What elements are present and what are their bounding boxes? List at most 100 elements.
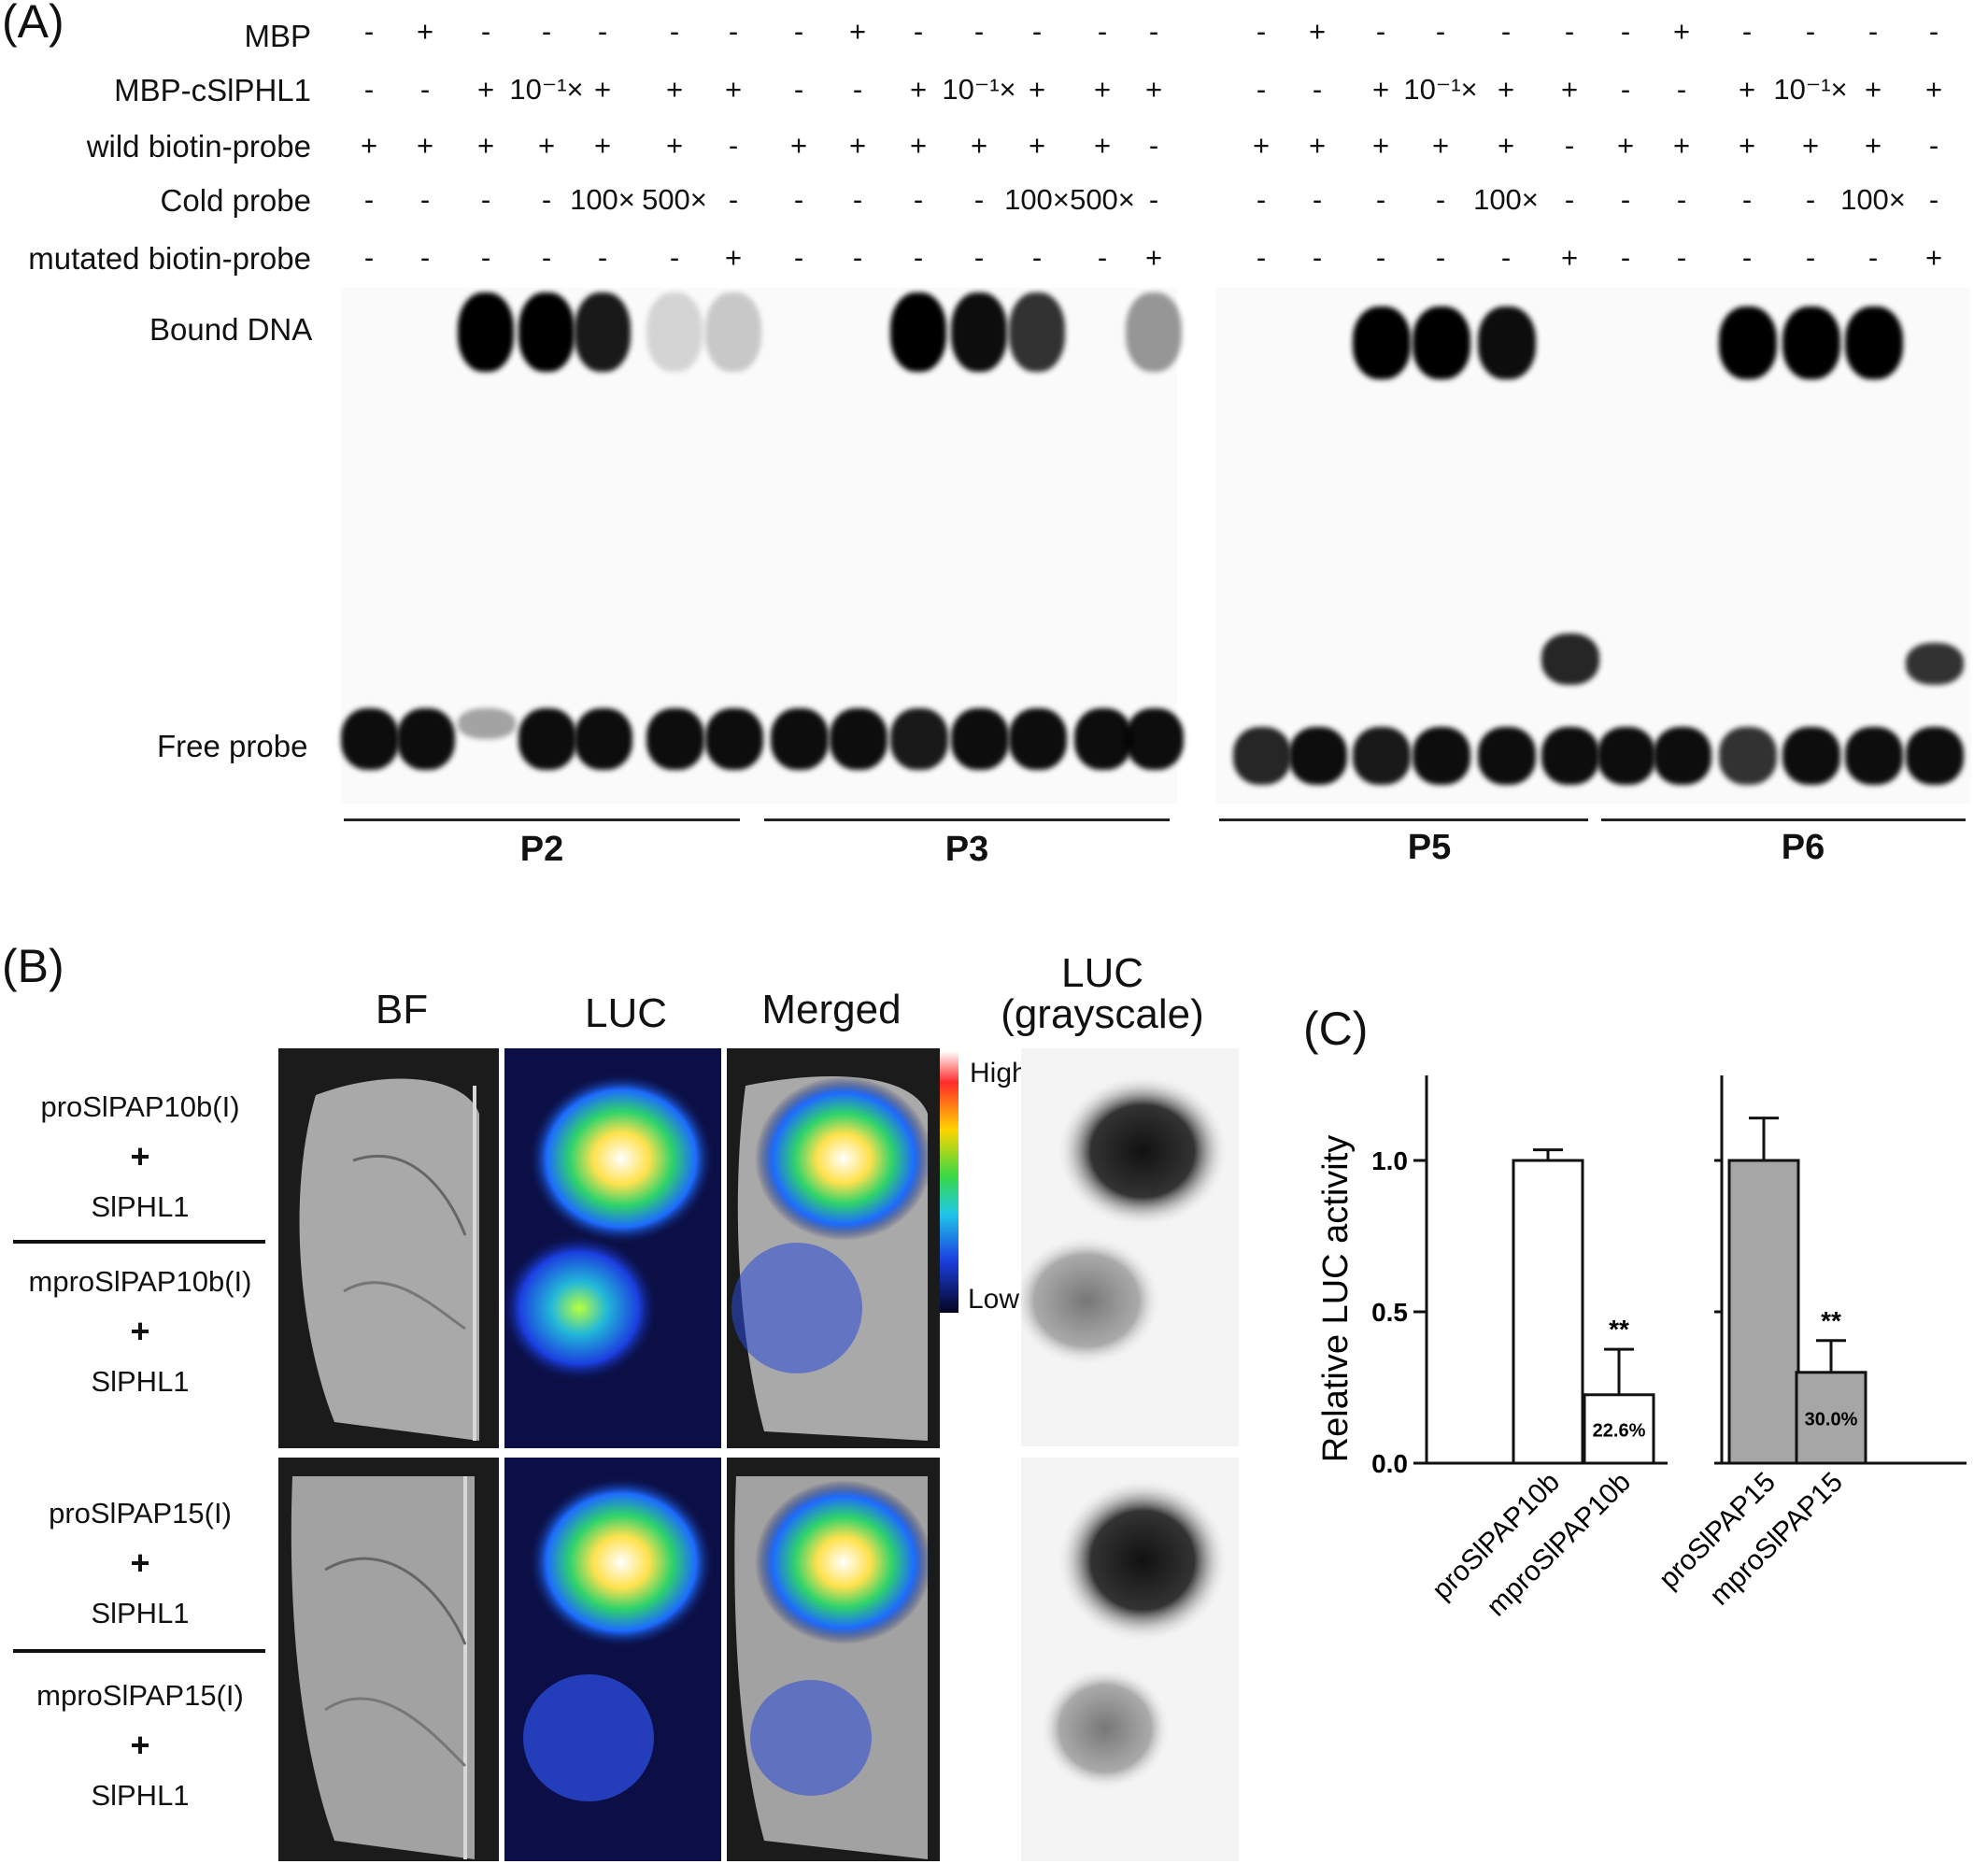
emsa-condition-cell: - — [1676, 241, 1687, 274]
emsa-condition-cell: - — [973, 241, 985, 274]
emsa-condition-cell: 100× — [570, 183, 635, 216]
emsa-condition-cell: - — [1620, 183, 1631, 216]
emsa-condition-cell: - — [1256, 73, 1267, 106]
emsa-condition-cell: + — [416, 15, 434, 48]
emsa-condition-cell: - — [728, 129, 739, 162]
emsa-condition-cell: - — [480, 241, 491, 274]
bar-value-label: 22.6% — [1593, 1420, 1646, 1441]
emsa-condition-cell: + — [1093, 73, 1112, 106]
emsa-condition-cell: - — [1097, 241, 1108, 274]
emsa-condition-cell: - — [1867, 15, 1879, 48]
group-label-p3: P3 — [944, 830, 989, 869]
emsa-condition-cell: - — [793, 241, 804, 274]
header-bf: BF — [375, 987, 429, 1032]
emsa-condition-cell: - — [728, 15, 739, 48]
emsa-condition-cell: - — [913, 15, 924, 48]
free-probe-band — [646, 708, 704, 770]
emsa-condition-cell: 10⁻¹× — [509, 73, 584, 106]
emsa-condition-cell: - — [1256, 241, 1267, 274]
emsa-condition-cell: + — [1371, 73, 1390, 106]
emsa-condition-cell: - — [1500, 241, 1512, 274]
emsa-condition-cell: + — [1616, 129, 1635, 162]
panel-b-label: (B) — [2, 940, 64, 992]
colorbar-low-label: Low — [968, 1284, 1020, 1315]
free-probe-band — [575, 708, 632, 770]
group-line-p6 — [1601, 818, 1966, 821]
emsa-condition-cell: + — [593, 129, 612, 162]
emsa-condition-cell: - — [1097, 15, 1108, 48]
emsa-condition-cell: - — [363, 15, 375, 48]
free-probe-band — [705, 708, 763, 770]
emsa-condition-cell: - — [597, 15, 608, 48]
emsa-condition-cell: 10⁻¹× — [1403, 73, 1478, 106]
emsa-condition-cell: + — [1924, 73, 1943, 106]
emsa-condition-cell: 100× — [1840, 183, 1906, 216]
emsa-condition-cell: - — [1805, 241, 1816, 274]
free-probe-band — [1845, 727, 1903, 785]
emsa-condition-cell: 10⁻¹× — [1773, 73, 1848, 106]
emsa-condition-cell: + — [1672, 15, 1691, 48]
emsa-row-label: Cold probe — [160, 183, 311, 218]
emsa-condition-cell: - — [793, 15, 804, 48]
emsa-condition-cell: + — [476, 129, 495, 162]
luc-colorbar — [940, 1051, 958, 1313]
emsa-condition-cell: + — [724, 241, 743, 274]
emsa-condition-cell: + — [1308, 129, 1327, 162]
y-tick-label: 0.5 — [1371, 1298, 1408, 1327]
emsa-row-label: MBP — [244, 19, 311, 53]
emsa-condition-cell: 500× — [1070, 183, 1135, 216]
emsa-condition-cell: + — [1371, 129, 1390, 162]
emsa-condition-cell: + — [665, 129, 684, 162]
shifted-mutant-band — [1906, 643, 1964, 685]
emsa-condition-cell: - — [852, 73, 863, 106]
bf-image-top — [278, 1048, 499, 1448]
header-luc: LUC — [584, 990, 668, 1036]
emsa-condition-cell: + — [1672, 129, 1691, 162]
colorbar-high-label: High — [970, 1058, 1028, 1089]
free-probe-band — [1541, 727, 1599, 785]
emsa-condition-cell: + — [909, 129, 928, 162]
emsa-gel-right — [1216, 288, 1971, 804]
free-probe-band — [1654, 727, 1711, 785]
emsa-condition-cell: - — [541, 183, 552, 216]
bound-dna-band — [705, 292, 761, 372]
emsa-condition-cell: + — [1864, 129, 1882, 162]
emsa-condition-cell: - — [1148, 183, 1159, 216]
emsa-condition-cell: + — [724, 73, 743, 106]
emsa-condition-cell: - — [1564, 129, 1575, 162]
construct-label: mproSlPAP10b(I) + SlPHL1 — [28, 1265, 252, 1399]
merged-image-top — [727, 1048, 940, 1448]
free-probe-band — [1074, 708, 1132, 770]
panel-c-label: (C) — [1303, 1003, 1369, 1055]
emsa-condition-cell: + — [1028, 129, 1046, 162]
emsa-condition-cell: + — [1308, 15, 1327, 48]
emsa-condition-cell: - — [913, 183, 924, 216]
header-merged: Merged — [761, 987, 902, 1032]
emsa-condition-cell: + — [1144, 241, 1163, 274]
luc-activity-chart: Relative LUC activity0.00.51.0proSlPAP10… — [1316, 1075, 1967, 1622]
emsa-condition-cell: - — [1867, 241, 1879, 274]
bound-dna-band — [951, 292, 1007, 372]
emsa-condition-cell: - — [419, 241, 431, 274]
emsa-condition-cell: - — [419, 73, 431, 106]
emsa-condition-cell: - — [1741, 15, 1753, 48]
free-probe-band — [1353, 727, 1411, 785]
free-probe-band — [1289, 727, 1347, 785]
emsa-condition-cell: - — [973, 15, 985, 48]
free-probe-band — [1413, 727, 1470, 785]
free-probe-band — [1906, 727, 1964, 785]
emsa-condition-cell: - — [1564, 15, 1575, 48]
emsa-condition-cell: - — [973, 183, 985, 216]
luc-image-bottom — [504, 1458, 721, 1861]
emsa-condition-cell: 100× — [1004, 183, 1070, 216]
group-label-p5: P5 — [1407, 828, 1452, 867]
emsa-condition-cell: - — [669, 241, 680, 274]
emsa-condition-cell: + — [1093, 129, 1112, 162]
emsa-condition-cell: - — [1312, 241, 1323, 274]
bound-dna-band — [1126, 292, 1182, 372]
free-probe-band — [771, 708, 829, 770]
emsa-condition-cell: - — [1435, 241, 1446, 274]
free-probe-band — [458, 708, 516, 739]
emsa-condition-cell: + — [970, 129, 988, 162]
emsa-condition-cell: - — [1620, 15, 1631, 48]
